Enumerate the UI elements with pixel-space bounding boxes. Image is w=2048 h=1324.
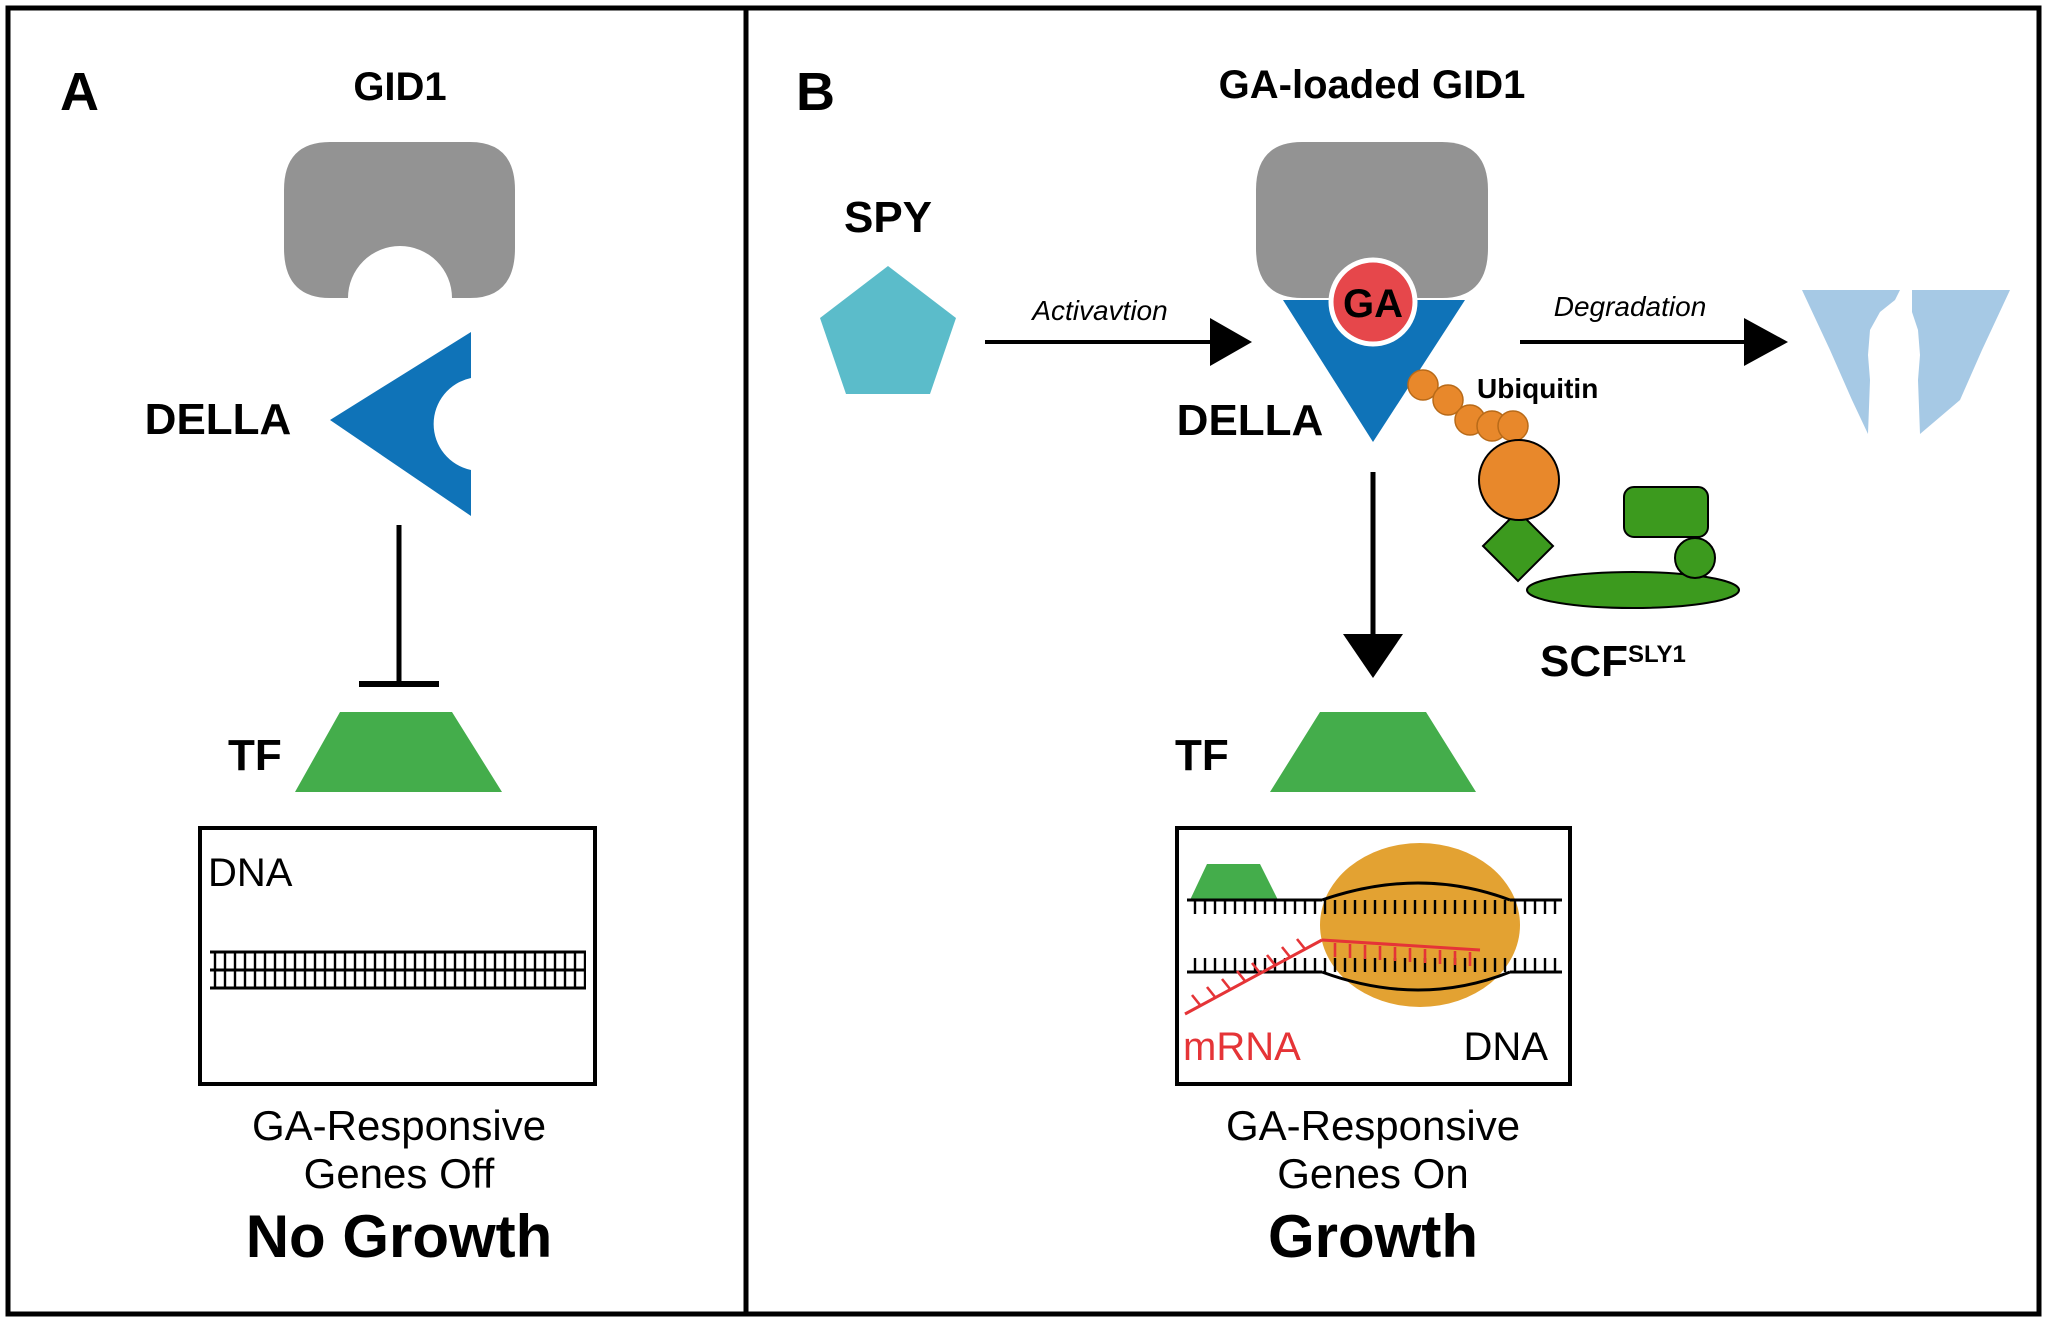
panel-b-tf-shape (1270, 712, 1476, 792)
spy-pentagon (820, 266, 956, 394)
panel-a-status-line1: GA-Responsive (252, 1102, 546, 1149)
ubiquitin-label: Ubiquitin (1477, 373, 1598, 404)
spy-label: SPY (844, 193, 932, 242)
panel-a-letter: A (60, 62, 99, 122)
degradation-arrowhead (1744, 318, 1788, 366)
panel-a-outcome: No Growth (246, 1203, 553, 1270)
panel-a-dna-helix (210, 950, 586, 990)
panel-b-dna-label: DNA (1464, 1025, 1549, 1069)
della-triangle (1283, 300, 1465, 442)
activation-down-arrowhead (1343, 634, 1403, 678)
ga-loaded-gid1-shape (1256, 142, 1488, 298)
panel-b-status-line1: GA-Responsive (1226, 1102, 1520, 1149)
panel-a-della-label: DELLA (145, 395, 292, 444)
ga-label: GA (1343, 282, 1403, 326)
gid1-receptor-shape (284, 142, 515, 298)
degraded-della-right-fragment (1912, 290, 2010, 434)
ubiquitin-chain (1407, 369, 1529, 442)
panel-a-gid1-label: GID1 (353, 65, 446, 109)
panel-a: A GID1 DELLA TF DNA GA-Responsive Genes … (60, 62, 597, 1270)
panel-b-status-line2: Genes On (1277, 1150, 1468, 1197)
bound-tf-shape (1190, 864, 1278, 900)
panel-a-status-line2: Genes Off (304, 1150, 495, 1197)
scf-label: SCFSLY1 (1540, 637, 1686, 686)
degradation-label: Degradation (1554, 291, 1707, 322)
panel-a-dna-label: DNA (208, 851, 293, 895)
scf-complex (1478, 439, 1740, 609)
panel-b-tf-label: TF (1175, 731, 1229, 780)
activation-arrowhead (1210, 318, 1252, 366)
mrna-transcript (1184, 938, 1481, 1016)
mrna-label: mRNA (1183, 1025, 1301, 1069)
panel-b: B GA-loaded GID1 SPY Activavtion DELLA G… (796, 62, 2010, 1270)
panel-b-gid1-label: GA-loaded GID1 (1219, 63, 1526, 107)
panel-a-tf-label: TF (228, 731, 282, 780)
panel-b-border (743, 5, 2042, 1317)
panel-b-della-label: DELLA (1177, 396, 1324, 445)
degraded-della-left-fragment (1802, 290, 1900, 434)
ga-bubble (1328, 257, 1418, 347)
panel-b-letter: B (796, 62, 835, 122)
activation-label: Activavtion (1030, 295, 1167, 326)
panel-b-outcome: Growth (1268, 1203, 1478, 1270)
panel-b-dna-strands (1187, 881, 1562, 992)
tf-shape (295, 712, 502, 792)
della-protein-shape (330, 332, 471, 516)
